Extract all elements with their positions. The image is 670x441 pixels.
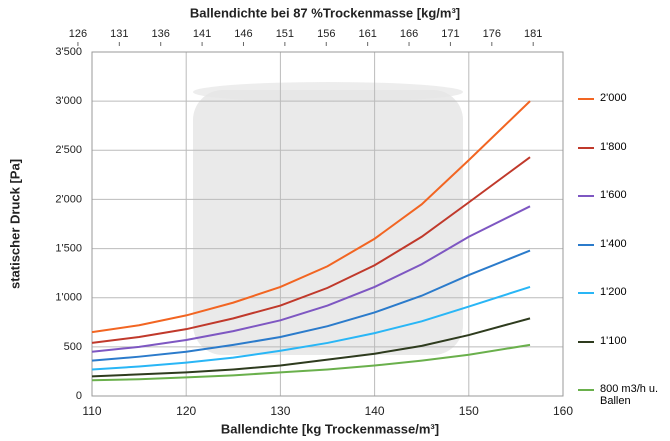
top-axis-title: Ballendichte bei 87 %Trockenmasse [kg/m³…: [190, 5, 460, 20]
legend-item: 1'100: [578, 335, 666, 384]
series-line: [91, 285, 531, 371]
legend-label: 1'200: [600, 286, 627, 298]
y-tick-label: 0: [76, 390, 82, 402]
x2-tick-label: 146: [234, 28, 252, 40]
x2-tick-label: 151: [276, 28, 294, 40]
series-line: [91, 205, 531, 353]
x-tick-label: 120: [176, 404, 196, 418]
legend-item: 800 m3/h u. Ballen: [578, 383, 666, 432]
x2-tick-label: 161: [358, 28, 376, 40]
legend-label: 1'800: [600, 140, 627, 153]
y-tick-label: 1'500: [55, 242, 82, 254]
series-line: [91, 156, 531, 344]
y-axis-title: statischer Druck [Pa]: [7, 159, 22, 289]
legend-label: 1'600: [600, 189, 627, 201]
x-axis-title: Ballendichte [kg Trockenmasse/m³]: [221, 421, 439, 436]
legend-item: 2'000: [578, 92, 666, 141]
series-line: [91, 317, 531, 378]
plot-frame: [91, 51, 564, 397]
legend-swatch: [578, 292, 594, 294]
x2-tick-label: 171: [441, 28, 459, 40]
x-tick-label: 130: [270, 404, 290, 418]
x-tick-label: 110: [82, 404, 101, 418]
series-line: [91, 343, 531, 382]
x2-tick-label: 156: [317, 28, 335, 40]
legend-label: 1'400: [600, 237, 627, 250]
legend-item: 1'400: [578, 238, 666, 287]
x2-tick-label: 131: [110, 28, 128, 40]
legend: 2'000 1'800 1'600 1'400 1'200 1'100 800 m3/h u…: [578, 92, 666, 432]
series-line: [91, 249, 531, 362]
legend-swatch: [578, 146, 594, 149]
legend-label: 800 m3/h u. Ballen: [600, 383, 659, 407]
legend-swatch: [578, 243, 594, 246]
bale-image: [193, 90, 463, 355]
x2-tick-label: 166: [400, 28, 418, 40]
legend-swatch: [578, 389, 594, 391]
y-tick-label: 3'000: [55, 95, 82, 107]
legend-item: 1'600: [578, 189, 666, 238]
x-tick-label: 140: [365, 404, 385, 418]
x2-tick-label: 181: [524, 28, 542, 40]
legend-swatch: [578, 98, 594, 100]
legend-item: 1'800: [578, 141, 666, 190]
y-tick-label: 2'500: [55, 144, 82, 156]
x-tick-label: 150: [459, 404, 479, 418]
legend-label: 2'000: [600, 92, 627, 104]
x2-tick-label: 176: [483, 28, 501, 40]
y-tick-label: 2'000: [55, 193, 82, 205]
bale-top: [193, 82, 463, 102]
x2-tick-label: 141: [193, 28, 211, 40]
y-tick-label: 3'500: [55, 46, 82, 58]
legend-label: 1'100: [600, 334, 627, 347]
x2-tick-label: 136: [152, 28, 170, 40]
y-tick-label: 1'000: [55, 292, 82, 304]
x2-tick-label: 126: [69, 28, 87, 40]
x-tick-label: 160: [553, 404, 573, 418]
legend-item: 1'200: [578, 286, 666, 335]
legend-swatch: [578, 340, 594, 343]
legend-swatch: [578, 195, 594, 197]
series-line: [91, 100, 531, 334]
y-tick-label: 500: [64, 341, 82, 353]
